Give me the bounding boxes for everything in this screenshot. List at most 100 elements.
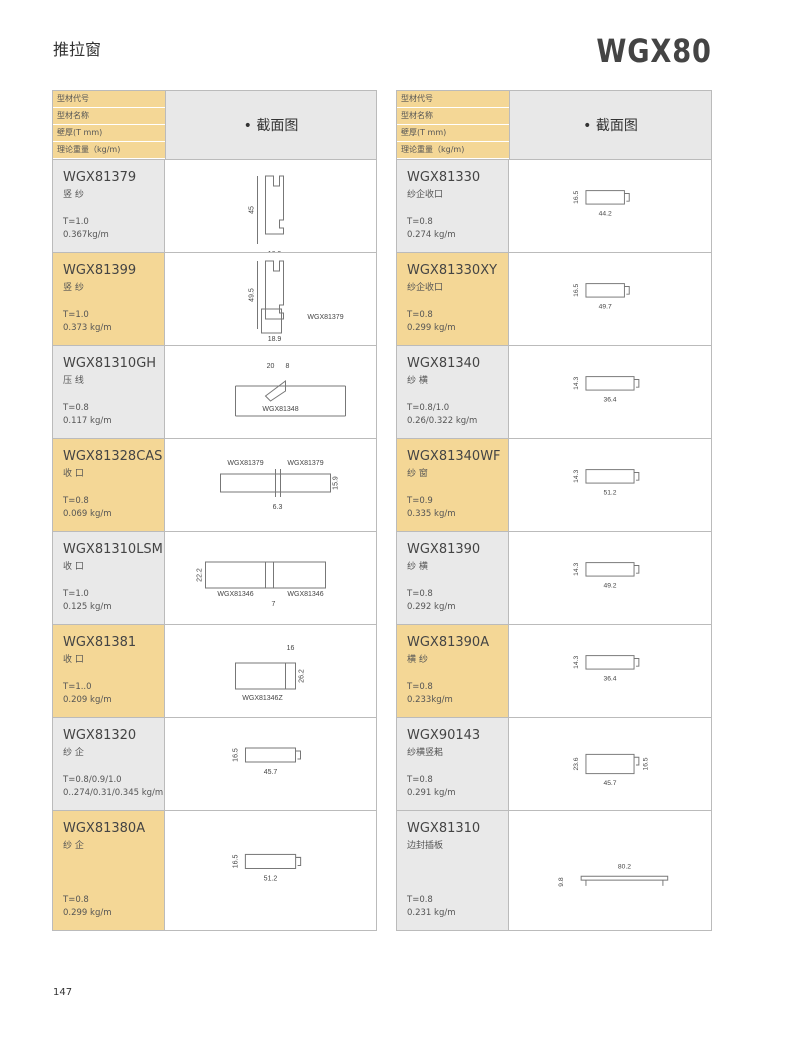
- dimension-label: 18.9: [268, 336, 282, 343]
- cross-section-svg: 14.3 36.4: [573, 376, 640, 404]
- profile-name: 纱 横: [407, 562, 428, 572]
- profile-name: 纱 横: [407, 376, 428, 386]
- header-label: 理论重量（kg/m): [53, 142, 165, 159]
- header-labels: 型材代号 型材名称 壁厚(T mm) 理论重量（kg/m): [397, 91, 510, 159]
- table-header: 型材代号 型材名称 壁厚(T mm) 理论重量（kg/m) • 截面图: [53, 91, 376, 160]
- dimension-label: 16.5: [232, 855, 239, 869]
- cross-section-drawing: [205, 561, 326, 589]
- dimension-label: 23.6: [573, 757, 580, 770]
- dimension-label: 51.2: [603, 490, 616, 497]
- wall-thickness: T=1.0: [63, 310, 89, 320]
- dimension-label: 36.4: [603, 676, 616, 683]
- cross-section-cell: 14.3 36.4: [509, 346, 711, 438]
- cross-section-drawing: [257, 260, 284, 334]
- theoretical-weight: 0.299 kg/m: [407, 323, 456, 333]
- reference-label: WGX81346: [217, 591, 253, 598]
- cross-section-svg: WGX81379 49.5 18.9: [249, 260, 344, 343]
- cross-section-drawing: [257, 175, 284, 244]
- dimension-label: 45.7: [603, 780, 616, 787]
- profile-name: 纱横竖耜: [407, 748, 444, 758]
- cross-section-cell: WGX81379 WGX81379 15.9 6.3: [165, 439, 376, 531]
- dimension-label: 15.9: [333, 476, 340, 490]
- cross-section-svg: 80.2 9.8: [558, 864, 669, 887]
- theoretical-weight: 0.291 kg/m: [407, 788, 456, 798]
- profile-spec: T=0.9 0.335 kg/m: [407, 495, 456, 521]
- reference-label: WGX81346Z: [242, 695, 283, 702]
- cross-section-svg: 22.2 7 WGX81346 WGX81346: [197, 561, 326, 608]
- profile-spec: T=0.8 0.117 kg/m: [63, 402, 112, 428]
- theoretical-weight: 0.117 kg/m: [63, 416, 112, 426]
- dimension-label: 45: [249, 206, 256, 214]
- profile-info: WGX81380A 纱 企 T=0.8 0.299 kg/m: [53, 811, 165, 930]
- dimension-label: 9.8: [558, 877, 565, 887]
- profile-name: 纱 企: [63, 841, 84, 851]
- cross-section-svg: 16.5 49.7: [573, 283, 630, 311]
- profile-row: WGX90143 纱横竖耜 T=0.8 0.291 kg/m 23.6 45.7 16.5: [397, 718, 711, 811]
- cross-section-drawing: [220, 469, 331, 497]
- profile-name: 纱企收口: [407, 283, 444, 293]
- profile-name: 压 线: [63, 376, 84, 386]
- cross-section-svg: 20 8 WGX81348: [235, 363, 346, 417]
- cross-section-drawing: [585, 469, 640, 484]
- reference-label: WGX81346: [287, 591, 323, 598]
- dimension-label: 14.3: [573, 656, 580, 669]
- profile-row: WGX81330XY 纱企收口 T=0.8 0.299 kg/m 16.5 49.7: [397, 253, 711, 346]
- cross-section-cell: 45 16.9: [165, 160, 376, 252]
- theoretical-weight: 0.292 kg/m: [407, 602, 456, 612]
- section-title: 推拉窗: [53, 40, 102, 59]
- profile-code: WGX90143: [407, 728, 481, 743]
- dimension-label: 36.4: [603, 397, 616, 404]
- profile-code: WGX81310: [407, 821, 481, 836]
- profile-info: WGX81330 纱企收口 T=0.8 0.274 kg/m: [397, 160, 509, 252]
- wall-thickness: T=0.8: [407, 217, 433, 227]
- profile-row: WGX81390A 横 纱 T=0.8 0.233kg/m 14.3 36.4: [397, 625, 711, 718]
- profile-row: WGX81340 纱 横 T=0.8/1.0 0.26/0.322 kg/m 14.3 3…: [397, 346, 711, 439]
- dimension-label: 8: [286, 363, 290, 370]
- table-header: 型材代号 型材名称 壁厚(T mm) 理论重量（kg/m) • 截面图: [397, 91, 711, 160]
- dimension-label: 22.2: [197, 568, 204, 582]
- profile-info: WGX81399 竖 纱 T=1.0 0.373 kg/m: [53, 253, 165, 345]
- wall-thickness: T=0.8: [407, 895, 433, 905]
- theoretical-weight: 0.299 kg/m: [63, 908, 112, 918]
- profile-row: WGX81328CAS 收 口 T=0.8 0.069 kg/m WGX81379 WGX…: [53, 439, 376, 532]
- profile-code: WGX81399: [63, 263, 137, 278]
- dimension-label: 14.3: [573, 470, 580, 483]
- profile-table-left: 型材代号 型材名称 壁厚(T mm) 理论重量（kg/m) • 截面图 WGX81379 竖…: [52, 90, 377, 931]
- series-title: WGX80: [596, 32, 712, 70]
- section-drawing-header: • 截面图: [166, 91, 376, 159]
- header-label: 型材代号: [53, 91, 165, 108]
- theoretical-weight: 0.233kg/m: [407, 695, 453, 705]
- cross-section-svg: 16 26.2 WGX81346Z: [235, 645, 306, 702]
- dimension-label: 16: [287, 645, 295, 652]
- header-labels: 型材代号 型材名称 壁厚(T mm) 理论重量（kg/m): [53, 91, 166, 159]
- dimension-label: 49.5: [249, 288, 256, 302]
- theoretical-weight: 0.209 kg/m: [63, 695, 112, 705]
- cross-section-drawing: [580, 875, 669, 886]
- cross-section-svg: 16.5 45.7: [233, 747, 301, 776]
- dimension-label: 7: [272, 601, 276, 608]
- profile-spec: T=1.0 0.367kg/m: [63, 216, 109, 242]
- profile-info: WGX81330XY 纱企收口 T=0.8 0.299 kg/m: [397, 253, 509, 345]
- profile-name: 收 口: [63, 655, 84, 665]
- cross-section-cell: 80.2 9.8: [509, 811, 711, 930]
- section-drawing-header: • 截面图: [510, 91, 711, 159]
- profile-spec: T=0.8 0.069 kg/m: [63, 495, 112, 521]
- wall-thickness: T=0.8: [63, 496, 89, 506]
- profile-spec: T=1.0 0.125 kg/m: [63, 588, 112, 614]
- theoretical-weight: 0..274/0.31/0.345 kg/m: [63, 788, 164, 798]
- cross-section-svg: 14.3 51.2: [573, 469, 640, 497]
- profile-row: WGX81380A 纱 企 T=0.8 0.299 kg/m 16.5 51.2: [53, 811, 376, 930]
- cross-section-cell: 16 26.2 WGX81346Z: [165, 625, 376, 717]
- dimension-label: 6.3: [273, 504, 283, 511]
- profile-spec: T=0.8 0.233kg/m: [407, 681, 453, 707]
- profile-code: WGX81390A: [407, 635, 490, 650]
- header-label: 壁厚(T mm): [397, 125, 509, 142]
- theoretical-weight: 0.069 kg/m: [63, 509, 112, 519]
- dimension-label: 16.5: [573, 284, 580, 297]
- cross-section-drawing: [244, 853, 302, 869]
- theoretical-weight: 0.26/0.322 kg/m: [407, 416, 478, 426]
- dimension-label: 44.2: [599, 211, 612, 218]
- theoretical-weight: 0.231 kg/m: [407, 908, 456, 918]
- wall-thickness: T=0.9: [407, 496, 433, 506]
